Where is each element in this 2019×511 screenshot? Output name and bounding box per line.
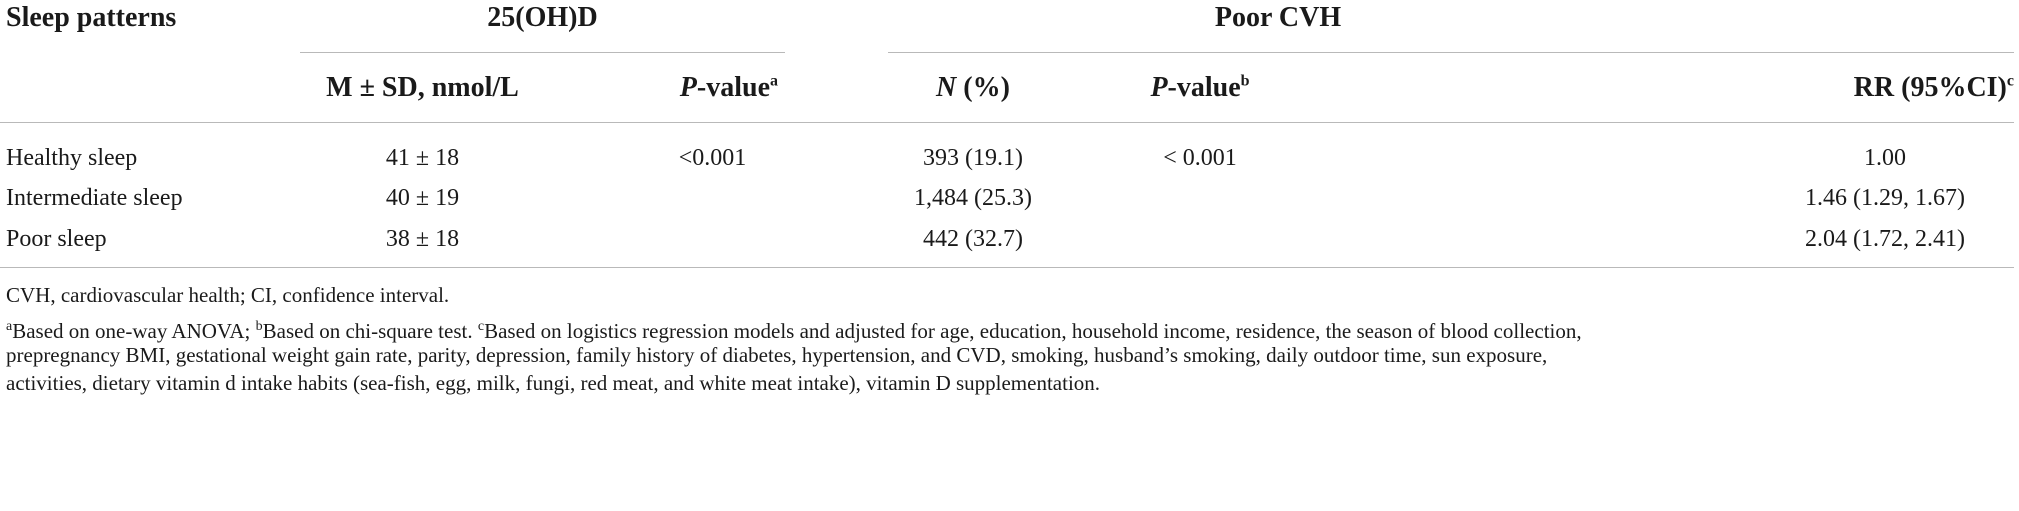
cell-rr-95ci: 2.04 (1.72, 2.41) xyxy=(1805,226,1965,252)
column-header-pvalue-anova: P-valuea xyxy=(679,72,778,103)
column-group-header-vitamin-d: 25(OH)D xyxy=(487,2,598,33)
cell-mean-sd: 41 ± 18 xyxy=(385,145,460,171)
column-header-rr-95ci: RR (95%CI)c xyxy=(1853,72,2014,103)
cell-pvalue-anova: <0.001 xyxy=(678,145,747,171)
column-group-header-poor-cvh: Poor CVH xyxy=(1214,2,1342,33)
group-underline-poor-cvh xyxy=(888,52,2014,53)
cell-n-percent: 1,484 (25.3) xyxy=(914,185,1032,211)
column-header-mean-sd: M ± SD, nmol/L xyxy=(326,72,519,103)
group-underline-vitamin-d xyxy=(300,52,785,53)
table-bottom-rule xyxy=(0,267,2014,268)
footnote-abbreviations: CVH, cardiovascular health; CI, confiden… xyxy=(6,283,450,307)
cell-mean-sd: 38 ± 18 xyxy=(385,226,460,252)
row-label-intermediate-sleep: Intermediate sleep xyxy=(6,185,183,211)
cell-rr-95ci: 1.00 xyxy=(1864,145,1906,171)
column-header-n-percent: N (%) xyxy=(936,72,1010,103)
column-header-sleep-patterns: Sleep patterns xyxy=(6,2,177,33)
cell-rr-95ci: 1.46 (1.29, 1.67) xyxy=(1805,185,1965,211)
footnote-methods: aBased on one-way ANOVA; bBased on chi-s… xyxy=(6,319,1582,343)
header-divider xyxy=(0,122,2014,123)
cell-mean-sd: 40 ± 19 xyxy=(385,185,460,211)
footnote-methods-continued: prepregnancy BMI, gestational weight gai… xyxy=(6,343,1548,367)
cell-n-percent: 442 (32.7) xyxy=(923,226,1023,252)
footnote-methods-continued: activities, dietary vitamin d intake hab… xyxy=(6,371,1101,395)
row-label-poor-sleep: Poor sleep xyxy=(6,226,107,252)
cell-pvalue-chi-square: < 0.001 xyxy=(1163,145,1237,171)
column-header-pvalue-chi-square: P-valueb xyxy=(1150,72,1250,103)
cell-n-percent: 393 (19.1) xyxy=(923,145,1023,171)
row-label-healthy-sleep: Healthy sleep xyxy=(6,145,138,171)
